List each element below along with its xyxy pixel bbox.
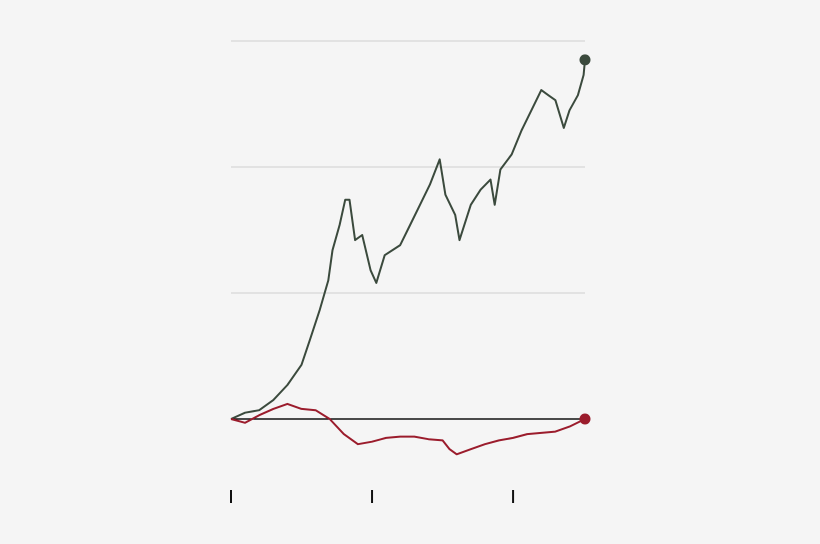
end-dot	[579, 54, 591, 66]
series-line	[230, 59, 586, 420]
end-dot	[579, 413, 591, 425]
series-line	[230, 402, 586, 456]
